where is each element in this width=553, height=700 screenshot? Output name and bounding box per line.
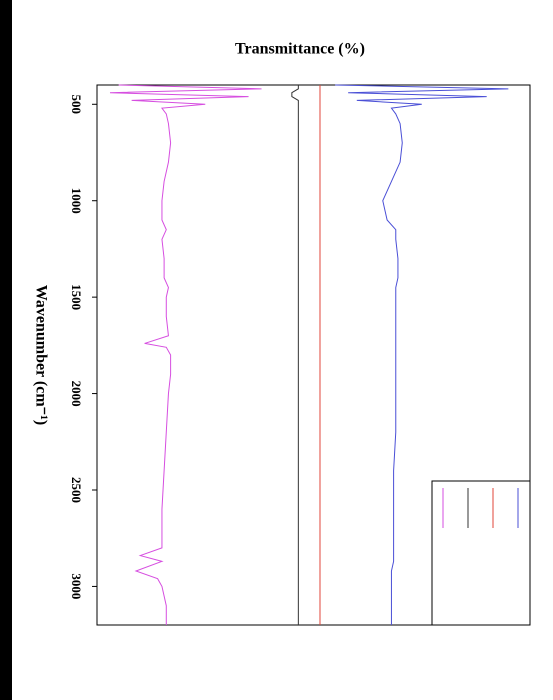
chart-title: Transmittance (%) [235,41,365,58]
side-bar [0,0,12,700]
y-tick-label: 500 [69,95,84,115]
series-line [335,84,509,625]
y-tick-label: 2500 [69,477,84,503]
series-line [291,85,299,625]
legend-box [431,480,531,626]
y-tick-label: 3000 [69,573,84,599]
y-tick-label: 2000 [69,381,84,407]
y-tick-label: 1000 [69,188,84,214]
y-axis-label: Wavenumber (cm⁻¹) [32,285,49,425]
series-line [109,84,262,625]
y-tick-label: 1500 [69,284,84,310]
plot-frame [96,84,531,626]
